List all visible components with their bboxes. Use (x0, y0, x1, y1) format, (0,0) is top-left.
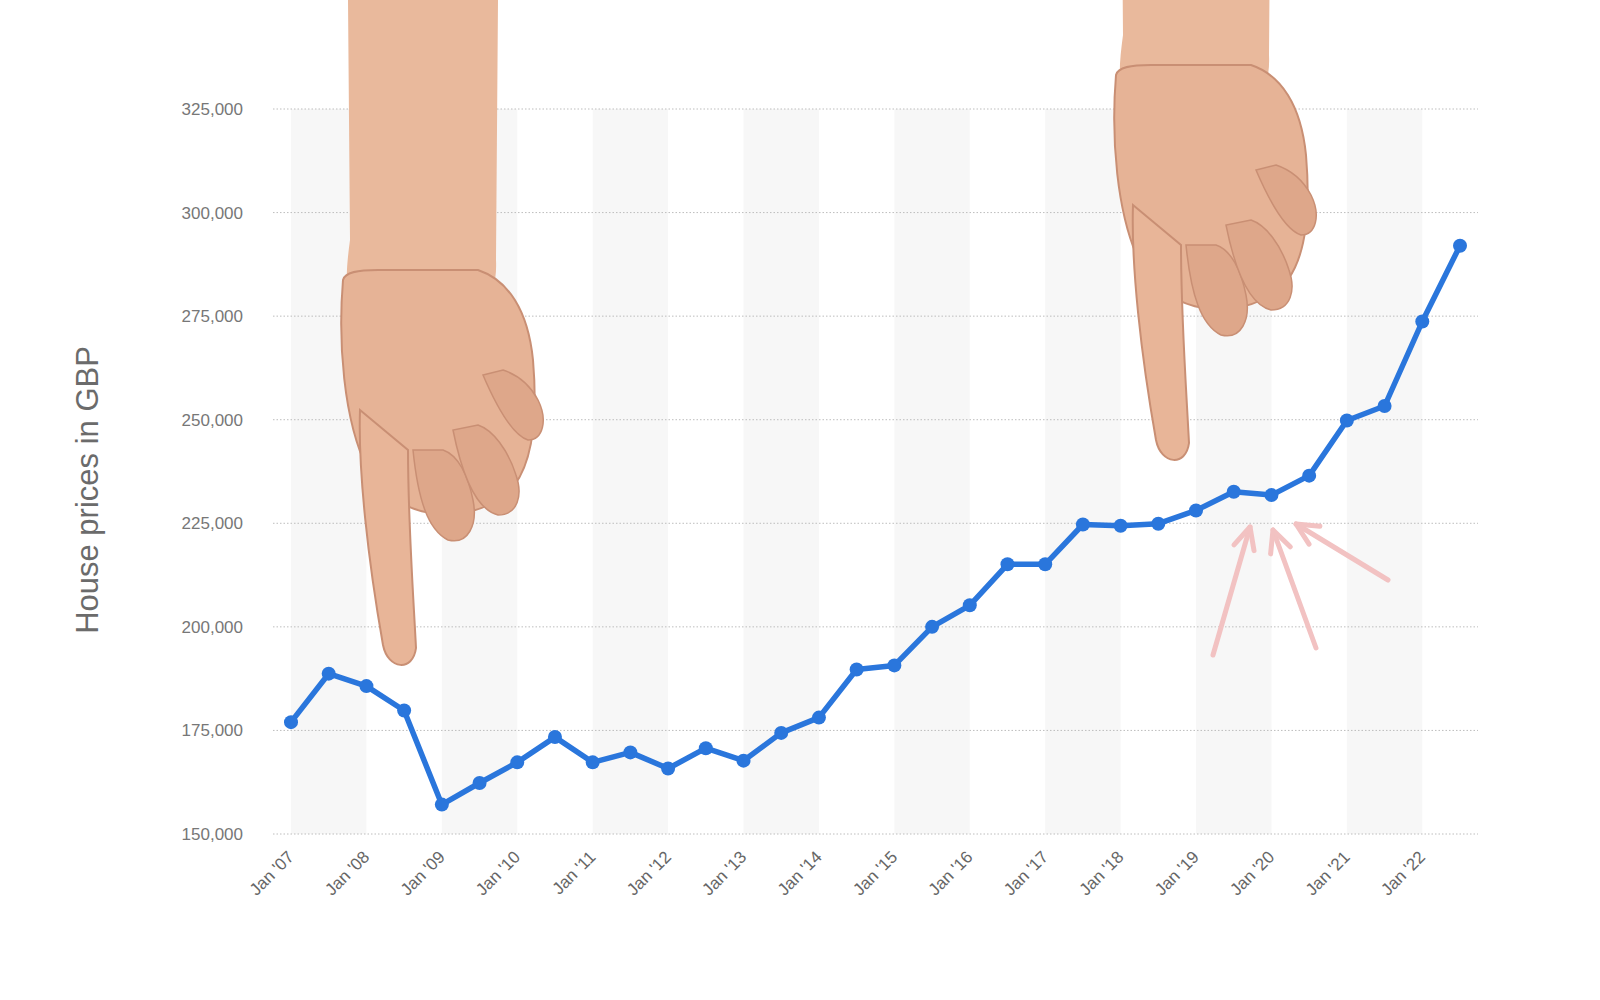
data-point (1038, 557, 1052, 571)
data-point (699, 741, 713, 755)
data-point (1151, 517, 1165, 531)
data-point (435, 798, 449, 812)
x-tick-label: Jan '13 (699, 847, 751, 899)
pointing-hand (341, 0, 543, 665)
data-point (1453, 239, 1467, 253)
data-point (473, 776, 487, 790)
arrow-shaft (1296, 524, 1388, 580)
year-band (593, 109, 668, 834)
data-point (1227, 485, 1241, 499)
grid-line (273, 730, 1478, 731)
data-point (1114, 519, 1128, 533)
x-tick-label: Jan '19 (1151, 847, 1203, 899)
data-point (1415, 315, 1429, 329)
index-finger (1133, 205, 1189, 460)
data-point (397, 704, 411, 718)
y-tick-label: 275,000 (182, 307, 243, 326)
x-tick-label: Jan '07 (246, 847, 298, 899)
data-point (737, 754, 751, 768)
data-point (586, 755, 600, 769)
data-point (1378, 399, 1392, 413)
x-tick-label: Jan '09 (397, 847, 449, 899)
arrow-shaft (1213, 527, 1250, 655)
x-tick-label: Jan '22 (1377, 847, 1429, 899)
arrow-head (1271, 530, 1291, 554)
pointing-hand (1114, 0, 1316, 460)
year-band (744, 109, 819, 834)
pink-arrows (1213, 524, 1388, 655)
knuckle (453, 425, 519, 515)
data-point (359, 679, 373, 693)
year-band (1347, 109, 1422, 834)
arrow-head (1296, 524, 1320, 544)
y-tick-label: 200,000 (182, 618, 243, 637)
data-point (623, 745, 637, 759)
data-point (963, 598, 977, 612)
x-tick-label: Jan '14 (774, 847, 826, 899)
x-tick-label: Jan '20 (1226, 847, 1278, 899)
y-tick-label: 225,000 (182, 514, 243, 533)
x-tick-label: Jan '11 (549, 847, 600, 898)
knuckle (483, 370, 543, 440)
price-line (291, 246, 1460, 805)
data-point (322, 667, 336, 681)
arrow-head (1234, 527, 1254, 551)
year-band (1045, 109, 1120, 834)
x-tick-label: Jan '08 (321, 847, 373, 899)
data-point (774, 726, 788, 740)
data-point (1340, 414, 1354, 428)
x-tick-label: Jan '10 (472, 847, 524, 899)
year-band (894, 109, 969, 834)
x-tick-label: Jan '16 (925, 847, 977, 899)
grid-line (273, 834, 1478, 835)
knuckle (1256, 165, 1316, 235)
data-point (1076, 518, 1090, 532)
data-point (510, 755, 524, 769)
series (284, 239, 1467, 812)
y-tick-label: 300,000 (182, 204, 243, 223)
knuckle (1226, 220, 1292, 310)
x-tick-label: Jan '17 (1000, 847, 1052, 899)
data-point (925, 620, 939, 634)
y-tick-label: 175,000 (182, 721, 243, 740)
chart: 150,000 175,000 200,000 225,000 250,000 275,0… (0, 0, 1600, 1000)
index-finger (360, 410, 416, 665)
data-point (850, 663, 864, 677)
data-point (1264, 488, 1278, 502)
y-tick-label: 250,000 (182, 411, 243, 430)
x-tick-label: Jan '12 (623, 847, 675, 899)
grid-line (273, 626, 1478, 627)
x-tick-label: Jan '18 (1076, 847, 1128, 899)
y-tick-label: 150,000 (182, 825, 243, 844)
data-point (1189, 503, 1203, 517)
data-point (1000, 557, 1014, 571)
data-point (548, 730, 562, 744)
y-axis-label: House prices in GBP (70, 346, 105, 634)
x-tick-label: Jan '15 (849, 847, 901, 899)
y-tick-label: 325,000 (182, 100, 243, 119)
data-point (1302, 469, 1316, 483)
x-tick-label: Jan '21 (1302, 847, 1354, 899)
data-point (812, 711, 826, 725)
x-tick-labels: Jan '07 Jan '08 Jan '09 Jan '10 Jan '11 Jan '… (246, 847, 1429, 899)
data-point (887, 658, 901, 672)
data-point (661, 762, 675, 776)
arrow-shaft (1273, 530, 1316, 648)
data-point (284, 715, 298, 729)
